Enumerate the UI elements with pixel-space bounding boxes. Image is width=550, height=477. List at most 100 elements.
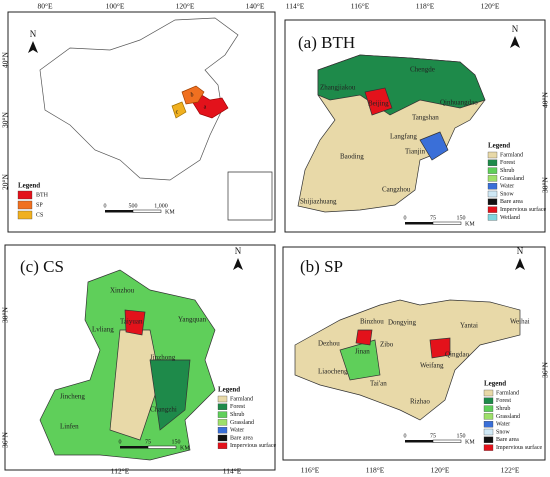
legend-label: CS xyxy=(36,212,43,218)
legend-swatch xyxy=(217,427,228,434)
scale-bar xyxy=(432,221,462,225)
legend-label: Farmland xyxy=(500,152,523,158)
city-label: Linfen xyxy=(60,423,79,431)
legend-swatch xyxy=(487,214,498,221)
legend-swatch xyxy=(483,405,494,412)
city-label: Baoding xyxy=(340,153,364,161)
map-panel: 112°E 114°E 38°N 36°N (c) CS Xinzhou Lvliang Ta… xyxy=(1,244,276,476)
legend-label: Forest xyxy=(500,160,515,166)
scale-label: 75 xyxy=(145,439,151,445)
north-label: N xyxy=(235,246,242,256)
city-label: Lvliang xyxy=(92,326,114,334)
legend-label: Water xyxy=(496,422,510,428)
lat-label: 36°N xyxy=(1,431,10,447)
legend-label: Forest xyxy=(496,398,511,404)
scale-unit: KM xyxy=(165,209,175,215)
city-label: Qinhuangdao xyxy=(440,99,478,107)
lon-label: 118°E xyxy=(366,466,385,475)
legend-title: Legend xyxy=(18,182,40,190)
legend-label: Impervious surface xyxy=(496,444,542,451)
scale-label: 0 xyxy=(404,433,407,439)
city-label: Dezhou xyxy=(318,340,340,348)
north-arrow xyxy=(510,36,520,48)
panel-title: (b) SP xyxy=(300,257,343,276)
city-label: Liaocheng xyxy=(318,368,348,376)
region-shape xyxy=(181,85,205,105)
legend-label: SP xyxy=(36,202,43,208)
north-arrow xyxy=(233,258,243,270)
city-label: Jincheng xyxy=(60,393,85,401)
scale-bar xyxy=(432,439,462,443)
legend-label: Bare area xyxy=(230,435,253,441)
scale-label: 1,000 xyxy=(154,203,168,209)
lat-label: 36°N xyxy=(541,361,550,377)
city-label: Yantai xyxy=(460,322,478,330)
legend-swatch xyxy=(487,190,498,198)
legend-label: Farmland xyxy=(496,390,519,396)
region-shape xyxy=(109,329,161,441)
legend-label: Bare area xyxy=(496,437,519,443)
region-shape xyxy=(227,171,273,221)
scale-label: 0 xyxy=(404,215,407,221)
legend-swatch xyxy=(17,190,33,200)
scale-unit: KM xyxy=(465,439,475,445)
lon-label: 114°E xyxy=(223,467,242,476)
lat-label: 38°N xyxy=(1,306,10,322)
legend-label: Grassland xyxy=(496,414,520,420)
lon-label: 114°E xyxy=(286,2,305,11)
scale-unit: KM xyxy=(465,221,475,227)
lon-label: 140°E xyxy=(246,2,265,11)
map-panel: 80°E 100°E 120°E 140°E 40°N 30°N 20°N a b c N Legen… xyxy=(1,2,276,233)
legend-label: Shrub xyxy=(496,406,510,412)
legend-label: Wetland xyxy=(500,215,520,221)
legend-label: Grassland xyxy=(500,176,524,182)
city-label: Weihai xyxy=(510,318,530,326)
lon-label: 120°E xyxy=(481,2,500,11)
scale-bar xyxy=(147,445,177,449)
city-label: Beijing xyxy=(368,100,389,108)
legend-swatch xyxy=(487,167,498,174)
legend-label: Forest xyxy=(230,404,245,410)
region-shape xyxy=(429,337,451,359)
region-shape xyxy=(39,17,239,181)
legend-swatch xyxy=(217,403,228,410)
city-label: Qingdao xyxy=(445,351,470,359)
scale-label: 150 xyxy=(172,439,181,445)
city-label: Taiyuan xyxy=(120,318,143,326)
legend-title: Legend xyxy=(484,380,506,388)
lon-label: 112°E xyxy=(111,467,130,476)
region-shape xyxy=(294,299,521,421)
legend-swatch xyxy=(487,175,498,182)
region-shape xyxy=(355,329,373,346)
legend-label: Bare area xyxy=(500,199,523,205)
scale-label: 0 xyxy=(104,203,107,209)
scale-unit: KM xyxy=(180,445,190,451)
legend-title: Legend xyxy=(488,142,510,150)
city-label: Changzhi xyxy=(150,406,177,414)
legend-label: Farmland xyxy=(230,396,253,402)
scale-bar xyxy=(405,222,433,225)
legend-swatch xyxy=(483,436,494,443)
scale-bar xyxy=(105,210,133,213)
legend-swatch xyxy=(487,151,498,159)
scale-bar xyxy=(132,209,162,213)
lat-label: 30°N xyxy=(1,111,10,127)
lon-label: 116°E xyxy=(351,2,370,11)
lon-label: 100°E xyxy=(106,2,125,11)
legend-swatch xyxy=(17,210,33,220)
legend-label: Shrub xyxy=(230,412,244,418)
city-label: Langfang xyxy=(390,133,417,141)
region-marker: b xyxy=(191,92,194,98)
legend-swatch xyxy=(483,428,494,436)
panel-title: (a) BTH xyxy=(298,33,355,52)
legend-swatch xyxy=(487,159,498,166)
region-marker: a xyxy=(204,104,207,110)
region-marker: c xyxy=(176,109,179,115)
city-label: Binzhou xyxy=(360,318,384,326)
lon-label: 118°E xyxy=(416,2,435,11)
legend-label: Shrub xyxy=(500,168,514,174)
lon-label: 120°E xyxy=(176,2,195,11)
city-label: Chengde xyxy=(410,66,435,74)
city-label: Jinan xyxy=(355,348,370,356)
